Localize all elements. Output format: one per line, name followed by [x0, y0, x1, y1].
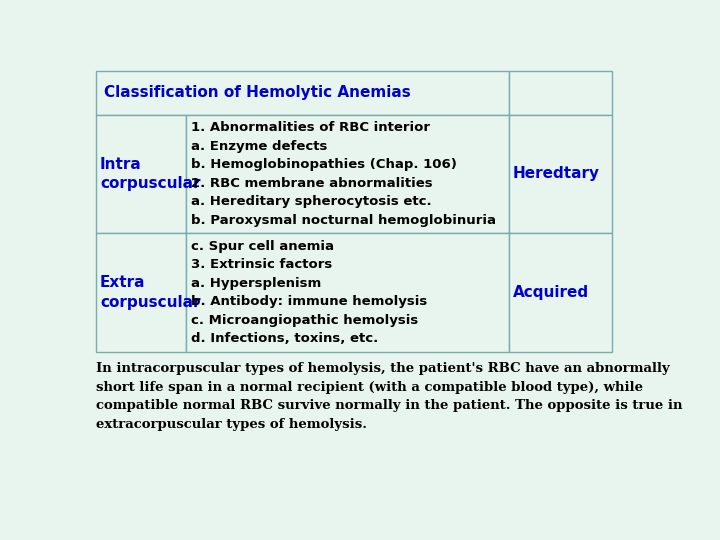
Text: Extra
corpuscular: Extra corpuscular — [100, 275, 201, 310]
Text: 1. Abnormalities of RBC interior
a. Enzyme defects
b. Hemoglobinopathies (Chap. : 1. Abnormalities of RBC interior a. Enzy… — [192, 121, 497, 227]
Bar — [508, 114, 612, 233]
Text: Intra
corpuscular: Intra corpuscular — [100, 157, 201, 191]
Text: In intracorpuscular types of hemolysis, the patient's RBC have an abnormally
sho: In intracorpuscular types of hemolysis, … — [96, 362, 682, 430]
Bar — [96, 114, 186, 233]
Bar — [186, 233, 508, 352]
Bar — [186, 114, 508, 233]
Text: Heredtary: Heredtary — [513, 166, 600, 181]
Text: Acquired: Acquired — [513, 285, 589, 300]
Text: Classification of Hemolytic Anemias: Classification of Hemolytic Anemias — [104, 85, 410, 100]
Bar — [96, 71, 508, 114]
Text: c. Spur cell anemia
3. Extrinsic factors
a. Hypersplenism
b. Antibody: immune he: c. Spur cell anemia 3. Extrinsic factors… — [192, 240, 428, 345]
Bar — [508, 233, 612, 352]
Bar — [96, 233, 186, 352]
Bar — [508, 71, 612, 114]
